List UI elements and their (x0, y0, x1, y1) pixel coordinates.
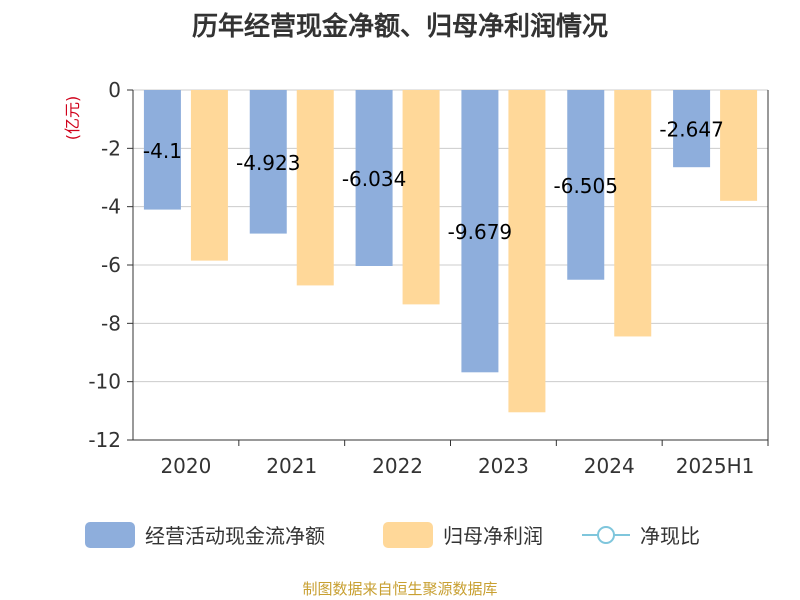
bar-profit-2020 (190, 90, 228, 261)
bar-profit-2021 (296, 90, 334, 286)
data-label-cash-2020: -4.1 (143, 139, 182, 163)
bar-cash-2025H1 (673, 90, 711, 168)
data-label-cash-2023: -9.679 (448, 220, 512, 244)
bar-profit-2025H1 (720, 90, 758, 201)
y-tick-label: -6 (101, 253, 121, 277)
x-tick-label: 2025H1 (676, 454, 755, 478)
bar-profit-2022 (402, 90, 440, 305)
y-tick-label: -12 (88, 428, 121, 452)
legend-label-profit: 归母净利润 (443, 524, 543, 548)
legend-label-cash: 经营活动现金流净额 (145, 524, 325, 548)
bar-cash-2021 (249, 90, 287, 234)
bar-cash-2023 (461, 90, 499, 373)
y-tick-label: -2 (101, 136, 121, 160)
x-tick-label: 2021 (266, 454, 317, 478)
data-label-cash-2025H1: -2.647 (659, 118, 723, 142)
legend-swatch-cash (85, 522, 135, 548)
data-label-cash-2021: -4.923 (236, 151, 300, 175)
bar-profit-2023 (508, 90, 546, 413)
legend-label-ratio: 净现比 (640, 524, 700, 548)
bar-cash-2020 (143, 90, 181, 210)
bar-profit-2024 (614, 90, 652, 337)
legend-swatch-profit (383, 522, 433, 548)
y-tick-label: -4 (101, 195, 121, 219)
data-label-cash-2022: -6.034 (342, 167, 406, 191)
data-label-cash-2024: -6.505 (554, 174, 618, 198)
chart-title: 历年经营现金净额、归母净利润情况 (191, 12, 608, 42)
legend-marker-ratio (597, 526, 615, 544)
x-tick-label: 2023 (478, 454, 529, 478)
source-note: 制图数据来自恒生聚源数据库 (302, 580, 498, 598)
y-tick-label: 0 (108, 78, 121, 102)
x-tick-label: 2024 (584, 454, 635, 478)
y-tick-label: -8 (101, 311, 121, 335)
x-tick-label: 2020 (160, 454, 211, 478)
x-tick-label: 2022 (372, 454, 423, 478)
bar-cash-2022 (355, 90, 393, 266)
y-axis-label: (亿元) (63, 96, 82, 141)
y-tick-label: -10 (88, 370, 121, 394)
bar-cash-2024 (567, 90, 605, 280)
